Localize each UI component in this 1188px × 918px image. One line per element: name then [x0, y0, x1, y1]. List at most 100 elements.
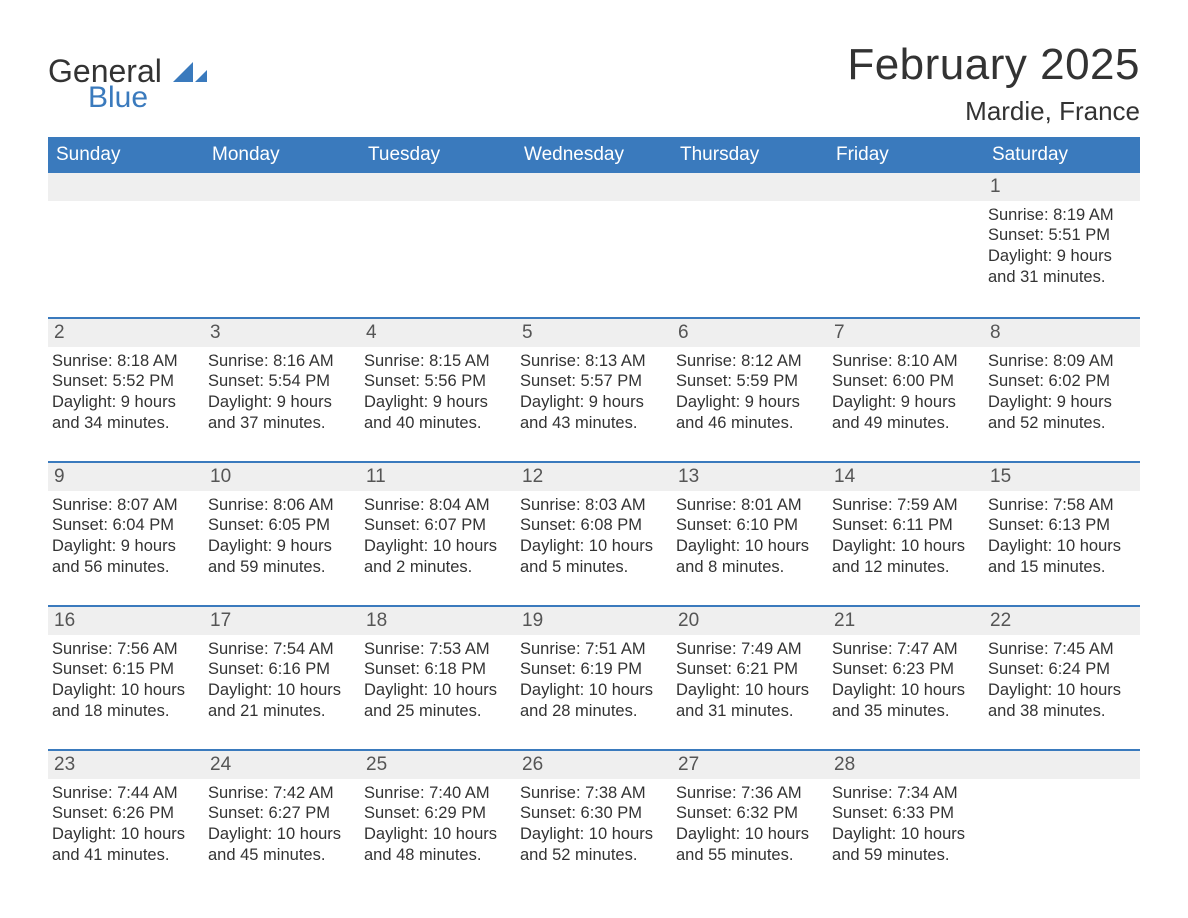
weekday-header-cell: Monday	[204, 137, 360, 173]
calendar-day-cell: 9Sunrise: 8:07 AMSunset: 6:04 PMDaylight…	[48, 463, 204, 591]
sunset-line: Sunset: 5:57 PM	[520, 371, 664, 392]
day-number	[48, 173, 204, 201]
day-info: Sunrise: 7:34 AMSunset: 6:33 PMDaylight:…	[832, 779, 976, 866]
daylight-line: Daylight: 10 hours and 45 minutes.	[208, 824, 352, 865]
daylight-line: Daylight: 10 hours and 18 minutes.	[52, 680, 196, 721]
day-number: 22	[984, 607, 1140, 635]
sunrise-line: Sunrise: 7:51 AM	[520, 639, 664, 660]
sunrise-line: Sunrise: 7:54 AM	[208, 639, 352, 660]
sunset-line: Sunset: 5:56 PM	[364, 371, 508, 392]
day-info: Sunrise: 7:36 AMSunset: 6:32 PMDaylight:…	[676, 779, 820, 866]
sunrise-line: Sunrise: 8:18 AM	[52, 351, 196, 372]
sunset-line: Sunset: 6:05 PM	[208, 515, 352, 536]
calendar-day-cell: 20Sunrise: 7:49 AMSunset: 6:21 PMDayligh…	[672, 607, 828, 735]
day-info: Sunrise: 8:13 AMSunset: 5:57 PMDaylight:…	[520, 347, 664, 434]
calendar-week-row: 9Sunrise: 8:07 AMSunset: 6:04 PMDaylight…	[48, 461, 1140, 591]
sunset-line: Sunset: 6:19 PM	[520, 659, 664, 680]
calendar-weeks: 1Sunrise: 8:19 AMSunset: 5:51 PMDaylight…	[48, 173, 1140, 879]
sunrise-line: Sunrise: 8:12 AM	[676, 351, 820, 372]
sunset-line: Sunset: 5:51 PM	[988, 225, 1132, 246]
calendar-day-cell: 10Sunrise: 8:06 AMSunset: 6:05 PMDayligh…	[204, 463, 360, 591]
daylight-line: Daylight: 9 hours and 43 minutes.	[520, 392, 664, 433]
calendar-week-row: 1Sunrise: 8:19 AMSunset: 5:51 PMDaylight…	[48, 173, 1140, 303]
brand-logo: General Blue	[48, 40, 207, 111]
sunset-line: Sunset: 6:16 PM	[208, 659, 352, 680]
day-info: Sunrise: 8:03 AMSunset: 6:08 PMDaylight:…	[520, 491, 664, 578]
day-number: 11	[360, 463, 516, 491]
calendar-day-cell: 26Sunrise: 7:38 AMSunset: 6:30 PMDayligh…	[516, 751, 672, 879]
sunset-line: Sunset: 6:29 PM	[364, 803, 508, 824]
sunset-line: Sunset: 6:02 PM	[988, 371, 1132, 392]
daylight-line: Daylight: 9 hours and 37 minutes.	[208, 392, 352, 433]
sunset-line: Sunset: 6:27 PM	[208, 803, 352, 824]
month-title: February 2025	[847, 40, 1140, 90]
day-number	[984, 751, 1140, 779]
day-info: Sunrise: 8:10 AMSunset: 6:00 PMDaylight:…	[832, 347, 976, 434]
day-info: Sunrise: 7:53 AMSunset: 6:18 PMDaylight:…	[364, 635, 508, 722]
sunrise-line: Sunrise: 8:16 AM	[208, 351, 352, 372]
day-info: Sunrise: 7:45 AMSunset: 6:24 PMDaylight:…	[988, 635, 1132, 722]
sunrise-line: Sunrise: 7:44 AM	[52, 783, 196, 804]
sunset-line: Sunset: 6:26 PM	[52, 803, 196, 824]
day-number: 8	[984, 319, 1140, 347]
weekday-header-cell: Thursday	[672, 137, 828, 173]
day-number: 16	[48, 607, 204, 635]
sunrise-line: Sunrise: 8:19 AM	[988, 205, 1132, 226]
calendar-day-cell: 23Sunrise: 7:44 AMSunset: 6:26 PMDayligh…	[48, 751, 204, 879]
day-number: 17	[204, 607, 360, 635]
weekday-header-cell: Wednesday	[516, 137, 672, 173]
day-info: Sunrise: 7:56 AMSunset: 6:15 PMDaylight:…	[52, 635, 196, 722]
calendar-day-cell: 19Sunrise: 7:51 AMSunset: 6:19 PMDayligh…	[516, 607, 672, 735]
day-number	[204, 173, 360, 201]
sunrise-line: Sunrise: 8:13 AM	[520, 351, 664, 372]
day-number	[828, 173, 984, 201]
daylight-line: Daylight: 10 hours and 52 minutes.	[520, 824, 664, 865]
day-number: 14	[828, 463, 984, 491]
day-number: 24	[204, 751, 360, 779]
day-info: Sunrise: 8:09 AMSunset: 6:02 PMDaylight:…	[988, 347, 1132, 434]
calendar-day-cell: 3Sunrise: 8:16 AMSunset: 5:54 PMDaylight…	[204, 319, 360, 447]
day-number: 7	[828, 319, 984, 347]
calendar-day-cell: 13Sunrise: 8:01 AMSunset: 6:10 PMDayligh…	[672, 463, 828, 591]
day-number: 12	[516, 463, 672, 491]
day-info: Sunrise: 8:18 AMSunset: 5:52 PMDaylight:…	[52, 347, 196, 434]
sunrise-line: Sunrise: 7:36 AM	[676, 783, 820, 804]
sunrise-line: Sunrise: 8:06 AM	[208, 495, 352, 516]
daylight-line: Daylight: 9 hours and 59 minutes.	[208, 536, 352, 577]
calendar-day-cell: 8Sunrise: 8:09 AMSunset: 6:02 PMDaylight…	[984, 319, 1140, 447]
calendar-day-cell: 1Sunrise: 8:19 AMSunset: 5:51 PMDaylight…	[984, 173, 1140, 303]
day-info: Sunrise: 7:38 AMSunset: 6:30 PMDaylight:…	[520, 779, 664, 866]
day-number: 25	[360, 751, 516, 779]
calendar-week-row: 23Sunrise: 7:44 AMSunset: 6:26 PMDayligh…	[48, 749, 1140, 879]
day-number: 18	[360, 607, 516, 635]
calendar-week-row: 2Sunrise: 8:18 AMSunset: 5:52 PMDaylight…	[48, 317, 1140, 447]
day-number: 20	[672, 607, 828, 635]
daylight-line: Daylight: 10 hours and 41 minutes.	[52, 824, 196, 865]
day-number: 28	[828, 751, 984, 779]
sunset-line: Sunset: 6:10 PM	[676, 515, 820, 536]
sunrise-line: Sunrise: 8:04 AM	[364, 495, 508, 516]
daylight-line: Daylight: 10 hours and 31 minutes.	[676, 680, 820, 721]
calendar-day-cell: 24Sunrise: 7:42 AMSunset: 6:27 PMDayligh…	[204, 751, 360, 879]
sunset-line: Sunset: 6:04 PM	[52, 515, 196, 536]
day-info: Sunrise: 7:59 AMSunset: 6:11 PMDaylight:…	[832, 491, 976, 578]
day-info: Sunrise: 8:15 AMSunset: 5:56 PMDaylight:…	[364, 347, 508, 434]
sunset-line: Sunset: 6:08 PM	[520, 515, 664, 536]
calendar-day-cell: 17Sunrise: 7:54 AMSunset: 6:16 PMDayligh…	[204, 607, 360, 735]
day-number: 15	[984, 463, 1140, 491]
daylight-line: Daylight: 9 hours and 31 minutes.	[988, 246, 1132, 287]
day-number: 4	[360, 319, 516, 347]
daylight-line: Daylight: 10 hours and 8 minutes.	[676, 536, 820, 577]
sunset-line: Sunset: 6:33 PM	[832, 803, 976, 824]
calendar-day-cell	[828, 173, 984, 303]
calendar-day-cell: 4Sunrise: 8:15 AMSunset: 5:56 PMDaylight…	[360, 319, 516, 447]
daylight-line: Daylight: 10 hours and 5 minutes.	[520, 536, 664, 577]
daylight-line: Daylight: 10 hours and 38 minutes.	[988, 680, 1132, 721]
day-number: 19	[516, 607, 672, 635]
weekday-header-row: SundayMondayTuesdayWednesdayThursdayFrid…	[48, 137, 1140, 173]
sunset-line: Sunset: 5:59 PM	[676, 371, 820, 392]
sunrise-line: Sunrise: 7:58 AM	[988, 495, 1132, 516]
title-block: February 2025 Mardie, France	[847, 40, 1140, 127]
sunrise-line: Sunrise: 7:59 AM	[832, 495, 976, 516]
daylight-line: Daylight: 10 hours and 15 minutes.	[988, 536, 1132, 577]
